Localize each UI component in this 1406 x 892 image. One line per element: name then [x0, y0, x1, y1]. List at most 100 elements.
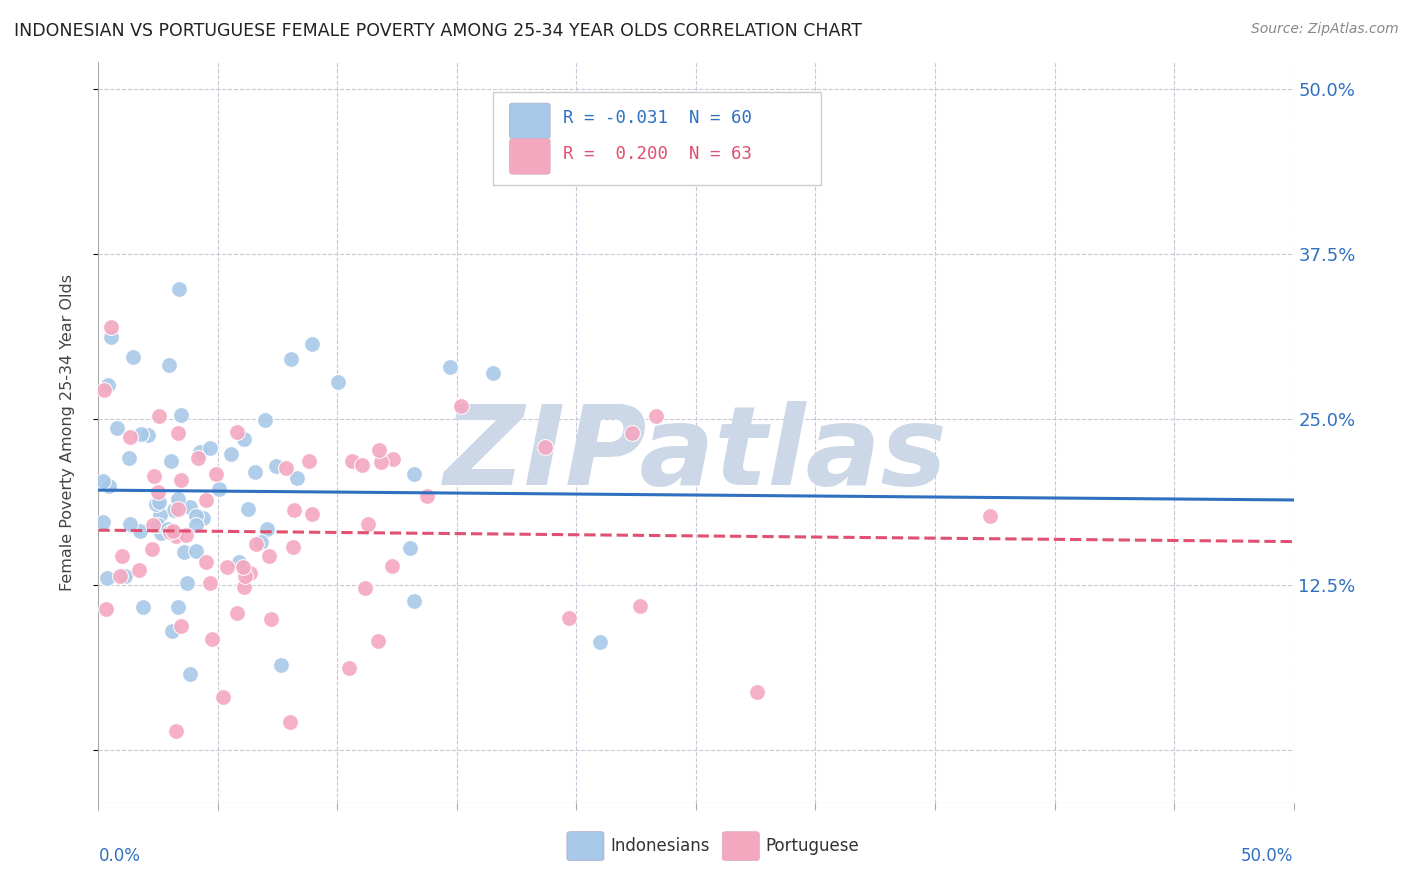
Point	[141, 542, 163, 557]
Point	[259, 549, 281, 563]
Text: R =  0.200  N = 63: R = 0.200 N = 63	[564, 145, 752, 162]
Point	[169, 618, 191, 632]
Point	[184, 508, 207, 523]
Point	[97, 378, 120, 392]
Point	[212, 690, 235, 704]
Point	[94, 602, 117, 616]
Point	[142, 469, 165, 483]
Point	[415, 489, 437, 503]
Point	[165, 529, 187, 543]
Point	[326, 375, 349, 389]
Text: Portuguese: Portuguese	[765, 837, 859, 855]
Point	[114, 569, 136, 583]
Point	[167, 282, 190, 296]
Point	[232, 432, 254, 446]
Point	[100, 330, 122, 344]
Point	[233, 568, 256, 582]
Point	[481, 367, 503, 381]
Point	[276, 460, 298, 475]
Point	[370, 454, 392, 468]
FancyBboxPatch shape	[723, 831, 759, 861]
Point	[368, 442, 391, 457]
Point	[198, 441, 221, 455]
Text: R = -0.031  N = 60: R = -0.031 N = 60	[564, 109, 752, 127]
Point	[128, 524, 150, 538]
Point	[200, 576, 222, 591]
FancyBboxPatch shape	[567, 831, 605, 861]
Point	[118, 517, 141, 532]
Point	[644, 409, 666, 424]
Point	[91, 474, 114, 488]
Point	[239, 566, 262, 580]
Point	[170, 473, 193, 487]
Point	[174, 528, 197, 542]
Y-axis label: Female Poverty Among 25-34 Year Olds: Female Poverty Among 25-34 Year Olds	[60, 274, 75, 591]
Point	[194, 493, 217, 508]
Point	[148, 409, 170, 424]
Point	[170, 408, 193, 422]
Point	[117, 450, 139, 465]
Point	[157, 359, 180, 373]
Point	[979, 509, 1001, 524]
Point	[250, 535, 273, 549]
Point	[367, 633, 389, 648]
Point	[287, 470, 309, 484]
Point	[121, 351, 143, 365]
Point	[167, 425, 190, 440]
Point	[136, 428, 159, 442]
Point	[166, 491, 188, 506]
Point	[226, 606, 249, 620]
Point	[179, 500, 201, 514]
Point	[157, 522, 180, 536]
Text: 0.0%: 0.0%	[98, 847, 141, 865]
Point	[194, 556, 217, 570]
Point	[91, 515, 114, 529]
Point	[176, 576, 198, 591]
Point	[357, 517, 380, 532]
Point	[110, 568, 132, 582]
Point	[191, 511, 214, 525]
Point	[301, 337, 323, 351]
Point	[163, 503, 186, 517]
Text: ZIPatlas: ZIPatlas	[444, 401, 948, 508]
Point	[236, 501, 259, 516]
Point	[228, 555, 250, 569]
Point	[215, 560, 238, 574]
FancyBboxPatch shape	[509, 138, 550, 174]
Point	[148, 484, 170, 499]
Point	[301, 507, 323, 521]
Text: 50.0%: 50.0%	[1241, 847, 1294, 865]
Point	[97, 479, 120, 493]
Point	[150, 525, 173, 540]
FancyBboxPatch shape	[509, 103, 550, 138]
Point	[745, 685, 768, 699]
Point	[381, 558, 404, 573]
Point	[337, 661, 360, 675]
Point	[278, 715, 301, 730]
Point	[439, 359, 461, 374]
Point	[188, 445, 211, 459]
Text: Source: ZipAtlas.com: Source: ZipAtlas.com	[1251, 22, 1399, 37]
Point	[148, 517, 170, 532]
Point	[149, 508, 172, 523]
Point	[179, 667, 201, 681]
Point	[256, 522, 278, 536]
Point	[450, 399, 472, 413]
Point	[402, 467, 425, 481]
Point	[283, 540, 305, 554]
Point	[100, 320, 122, 334]
Point	[110, 549, 132, 563]
Point	[208, 482, 231, 496]
Point	[245, 537, 267, 551]
Point	[166, 599, 188, 614]
Point	[264, 458, 287, 473]
Point	[219, 447, 242, 461]
Point	[184, 517, 207, 532]
Point	[558, 610, 581, 624]
Text: INDONESIAN VS PORTUGUESE FEMALE POVERTY AMONG 25-34 YEAR OLDS CORRELATION CHART: INDONESIAN VS PORTUGUESE FEMALE POVERTY …	[14, 22, 862, 40]
Point	[96, 571, 118, 585]
Point	[260, 612, 283, 626]
Point	[354, 582, 377, 596]
Point	[145, 497, 167, 511]
Point	[165, 723, 187, 738]
